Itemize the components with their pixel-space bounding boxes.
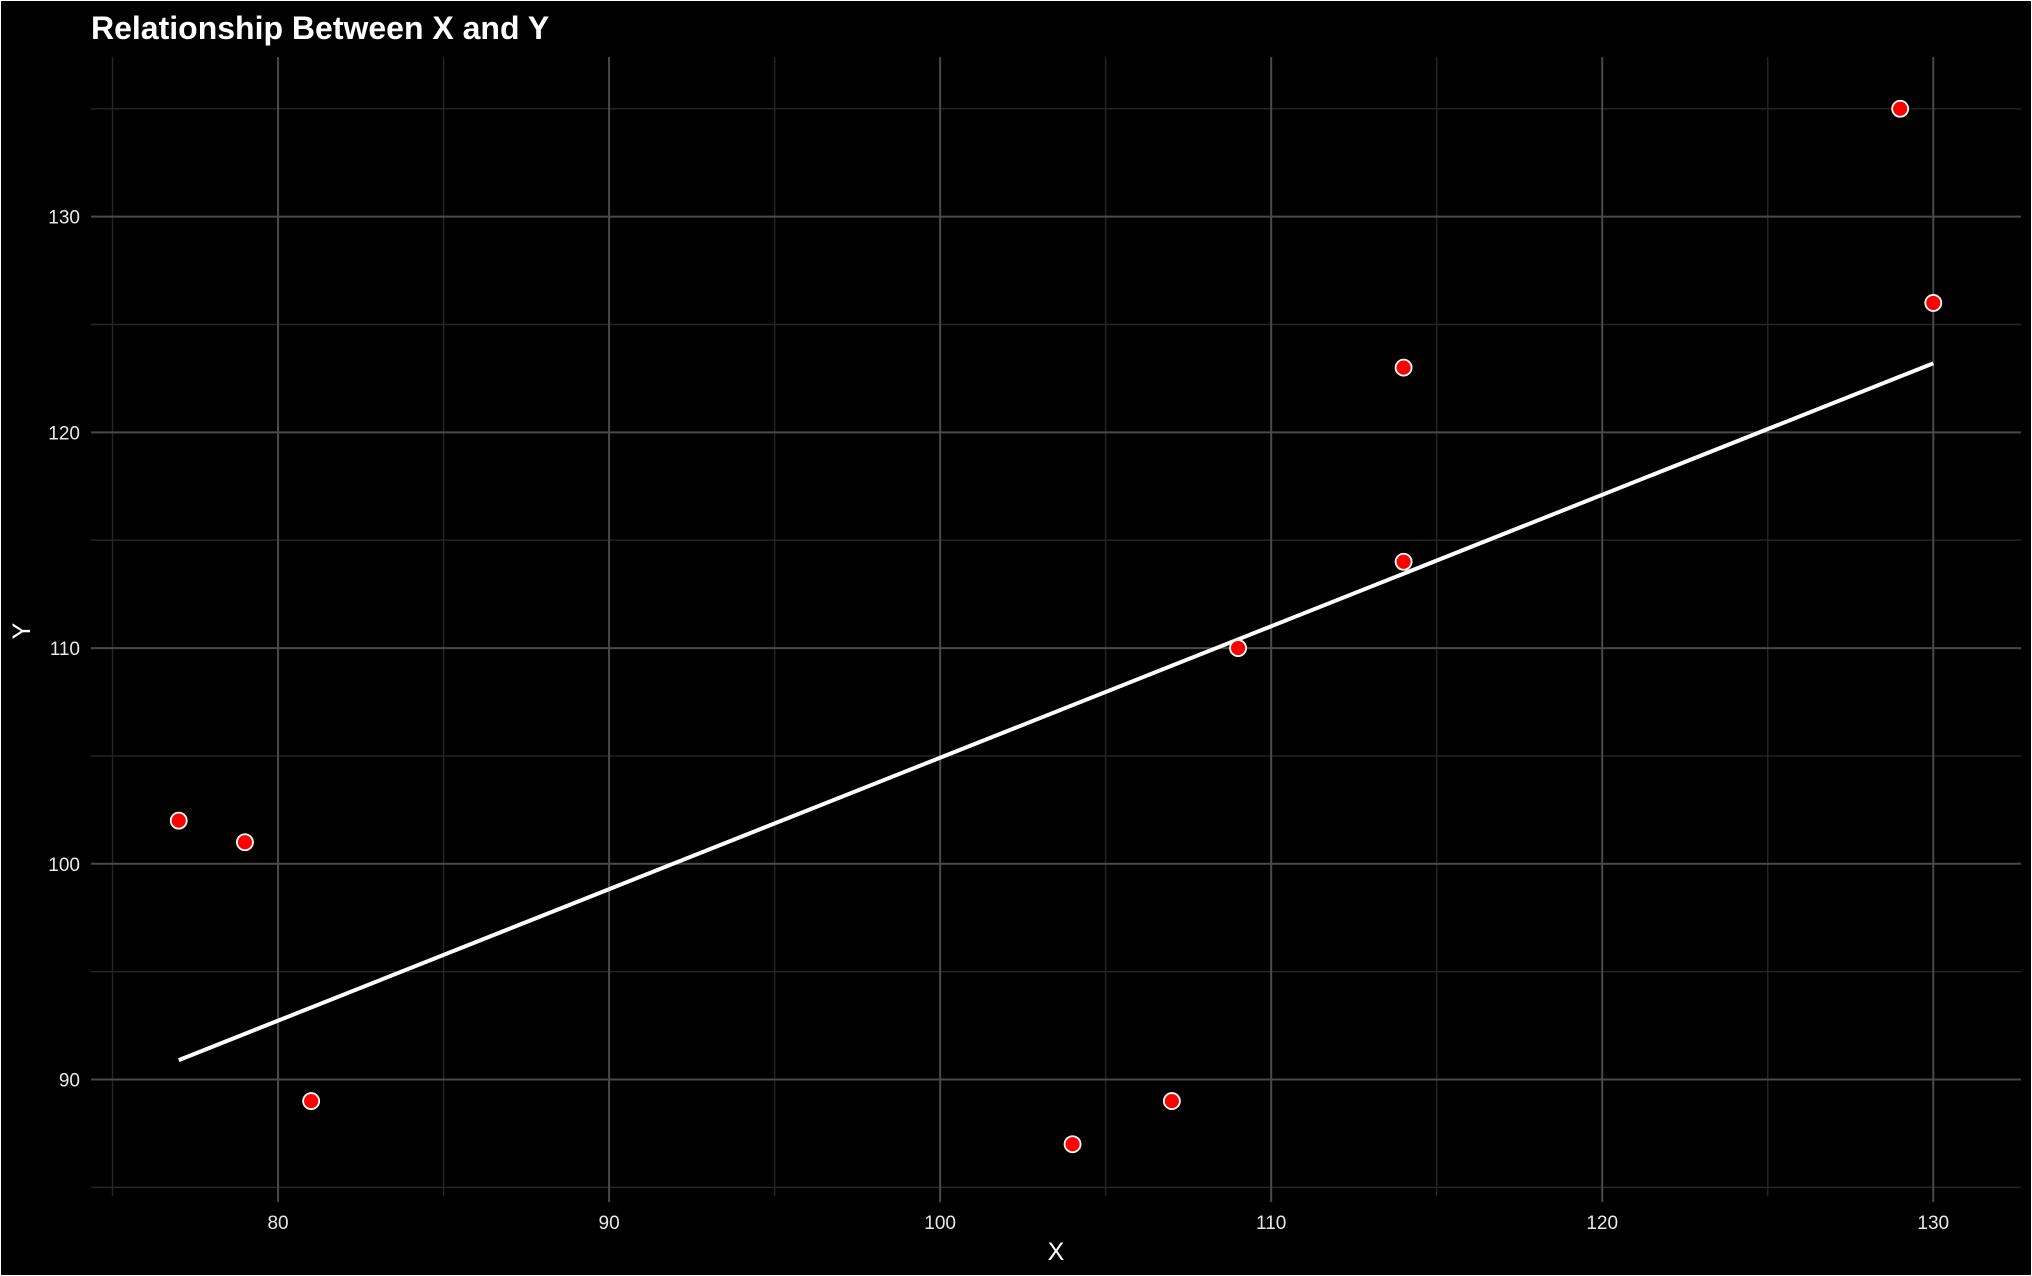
data-point [1891,99,1910,118]
y-axis-title: Y [8,622,36,639]
y-tick-label: 130 [48,208,80,229]
data-point [1229,639,1247,657]
y-tick-label: 100 [48,855,80,876]
x-tick-label: 100 [924,1213,956,1234]
x-tick-label: 110 [1256,1213,1286,1234]
data-point [302,1092,321,1110]
x-axis-ticks [277,1196,1935,1202]
data-point [1394,358,1413,377]
x-tick-label: 130 [1917,1213,1949,1234]
data-point [1162,1092,1181,1110]
y-axis-tick-labels: 90 100 110 120 130 [48,208,80,1092]
y-tick-label: 110 [50,639,80,660]
chart-title: Relationship Between X and Y [91,10,549,46]
major-grid [91,57,2021,1196]
minor-grid [91,57,2021,1196]
data-point [169,811,188,830]
y-tick-label: 120 [48,423,80,444]
x-tick-label: 120 [1586,1213,1618,1234]
x-tick-label: 80 [267,1213,288,1234]
trend-line [177,361,1935,1062]
x-axis-tick-labels: 80 90 100 110 120 130 [267,1213,1949,1234]
data-points [169,99,1943,1154]
y-tick-label: 90 [59,1071,80,1092]
data-point [1924,294,1943,312]
data-point [236,833,254,852]
trend-line-layer [177,361,1935,1062]
x-tick-label: 90 [599,1213,620,1234]
x-axis-title: X [1048,1238,1065,1266]
data-point [1063,1135,1082,1154]
data-point [1394,552,1413,571]
